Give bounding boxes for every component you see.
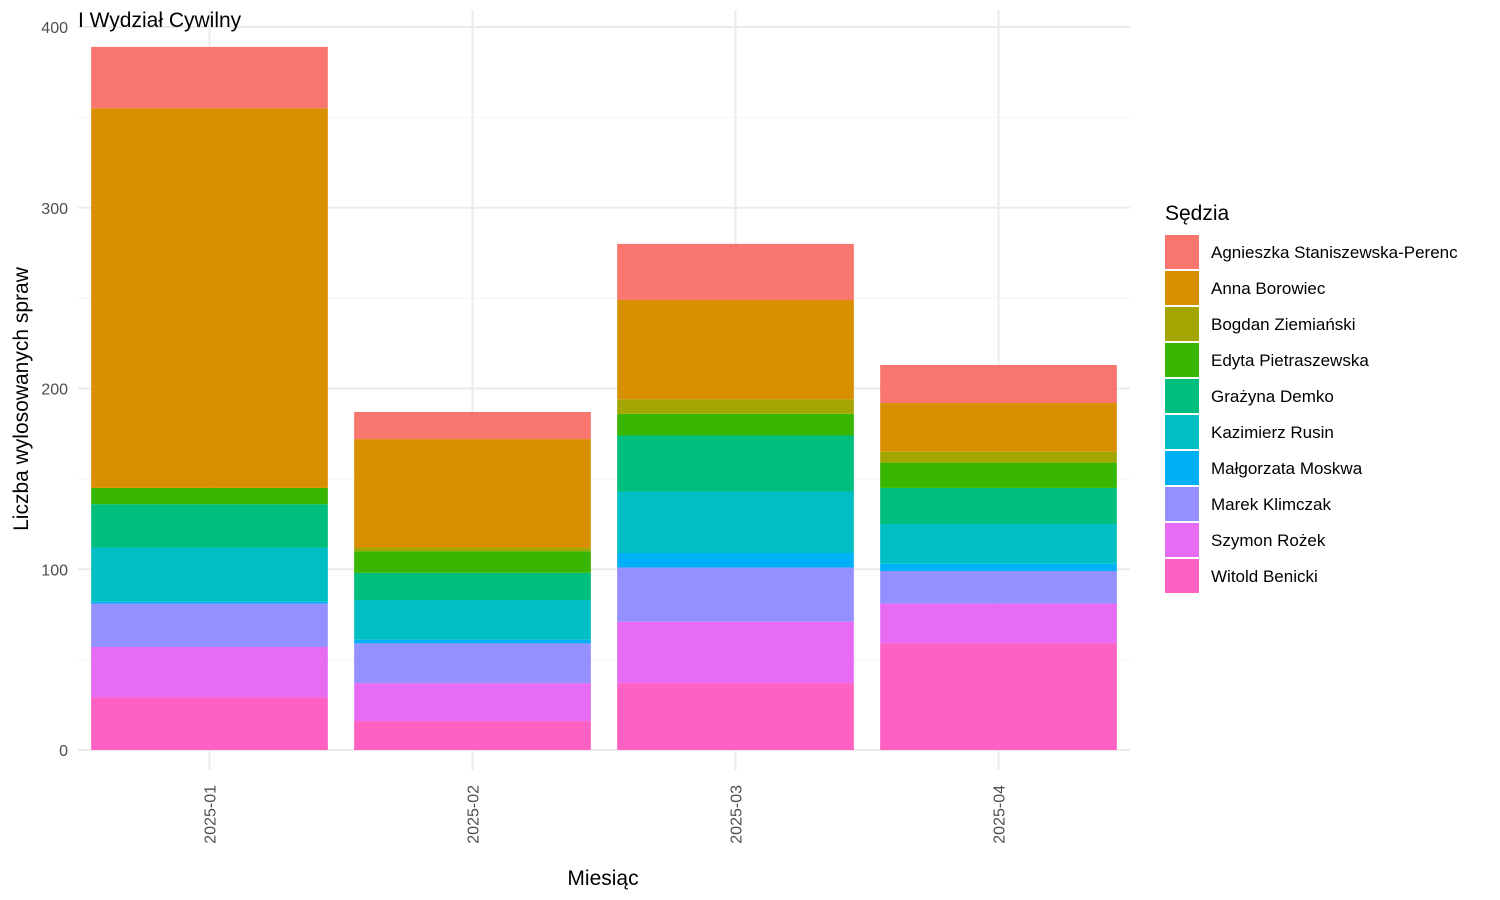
y-axis-ticks: 0 100 200 300 400 [41,20,68,760]
bar-segment [617,567,854,622]
legend-title: Sędzia [1165,202,1230,225]
bar-segment [617,552,854,568]
chart-title: I Wydział Cywilny [78,9,242,32]
legend-label: Kazimierz Rusin [1211,423,1334,442]
legend-label: Witold Benicki [1211,567,1318,586]
bar-segment [880,402,1117,452]
bar-segment [880,524,1117,564]
legend-swatch [1165,307,1199,341]
bar-segment [91,646,328,698]
bar-segment [91,487,328,505]
x-tick-label: 2025-02 [466,785,483,844]
legend: Sędzia Agnieszka Staniszewska-Perenc Anna… [1165,202,1458,593]
bar-segment [617,491,854,553]
bar-segment [354,683,591,722]
bar-segment [880,451,1117,463]
y-tick-label: 200 [41,382,68,399]
legend-swatch [1165,235,1199,269]
legend-swatch [1165,343,1199,377]
legend-swatch [1165,559,1199,593]
bar-segment [91,547,328,602]
bar-segment [617,621,854,684]
legend-swatch [1165,451,1199,485]
y-tick-label: 100 [41,562,68,579]
bars [91,46,1117,750]
bar-segment [880,603,1117,644]
y-tick-label: 400 [41,20,68,37]
bar-segment [354,551,591,573]
legend-label: Anna Borowiec [1211,279,1326,298]
legend-swatch [1165,271,1199,305]
bar-segment [880,365,1117,403]
legend-label: Edyta Pietraszewska [1211,351,1369,370]
legend-label: Bogdan Ziemiański [1211,315,1356,334]
bar-segment [880,571,1117,604]
bar-segment [91,603,328,647]
legend-swatch [1165,523,1199,557]
bar-segment [617,243,854,300]
bar-segment [91,697,328,750]
bar-segment [880,563,1117,572]
x-tick-label: 2025-03 [729,785,746,844]
bar-segment [91,46,328,109]
y-axis-title: Liczba wylosowanych spraw [10,266,33,531]
bar-segment [354,547,591,552]
x-tick-label: 2025-04 [992,785,1009,844]
legend-swatch [1165,379,1199,413]
y-tick-label: 300 [41,201,68,218]
legend-label: Szymon Rożek [1211,531,1326,550]
bar-segment [354,599,591,640]
bar-segment [617,413,854,436]
bar-segment [880,643,1117,750]
legend-swatch [1165,415,1199,449]
legend-swatch [1165,487,1199,521]
bar-segment [617,299,854,400]
bar-segment [617,683,854,750]
bar-segment [91,108,328,488]
legend-label: Agnieszka Staniszewska-Perenc [1211,243,1458,262]
bar-segment [354,643,591,684]
bar-segment [354,439,591,548]
bar-segment [354,411,591,440]
legend-label: Małgorzata Moskwa [1211,459,1363,478]
bar-segment [91,504,328,548]
bar-segment [91,601,328,604]
bar-segment [354,639,591,644]
bar-segment [354,721,591,750]
bar-segment [354,572,591,600]
bar-segment [617,435,854,492]
legend-label: Grażyna Demko [1211,387,1334,406]
bar-segment [880,462,1117,488]
bar-segment [617,399,854,414]
bar-segment [880,487,1117,525]
x-axis-title: Miesiąc [567,867,638,890]
y-tick-label: 0 [59,743,68,760]
x-tick-label: 2025-01 [203,785,220,844]
x-axis-ticks: 2025-01 2025-02 2025-03 2025-04 [203,785,1009,844]
legend-label: Marek Klimczak [1211,495,1331,514]
